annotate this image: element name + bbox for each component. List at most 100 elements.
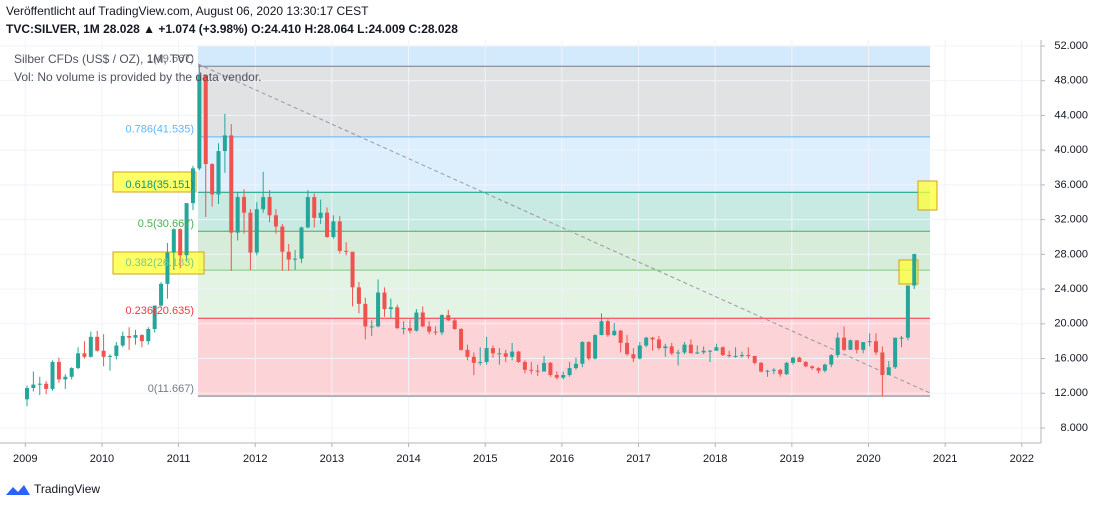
candle-body xyxy=(408,328,412,331)
fib-label: 0(11.667) xyxy=(148,383,194,395)
candle-body xyxy=(912,254,917,286)
y-tick-label: 8.000 xyxy=(1060,422,1088,434)
candle-body xyxy=(586,342,591,359)
candle-body xyxy=(510,351,515,357)
candle-body xyxy=(254,209,259,253)
y-tick-label: 52.000 xyxy=(1054,40,1088,52)
candle-body xyxy=(210,164,215,195)
candle-body xyxy=(899,337,904,339)
y-tick-label: 32.000 xyxy=(1054,214,1088,226)
candle-body xyxy=(771,369,776,371)
candle-body xyxy=(471,356,476,363)
candle-body xyxy=(861,342,866,350)
candle-body xyxy=(439,315,444,333)
x-tick-label: 2015 xyxy=(473,453,497,465)
candle-body xyxy=(139,335,144,342)
candle-body xyxy=(650,337,655,340)
candle-body xyxy=(752,355,757,363)
candle-body xyxy=(318,212,323,218)
candle-body xyxy=(452,320,457,330)
candle-body xyxy=(816,368,821,371)
candle-body xyxy=(337,221,342,251)
candle-body xyxy=(350,251,355,288)
y-tick-label: 12.000 xyxy=(1054,387,1088,399)
candle-body xyxy=(133,335,138,338)
candle-body xyxy=(701,350,706,353)
x-tick-label: 2019 xyxy=(780,453,804,465)
candle-body xyxy=(203,75,208,165)
candle-body xyxy=(305,197,310,228)
candle-body xyxy=(222,135,227,152)
candle-body xyxy=(886,367,891,376)
y-tick-label: 20.000 xyxy=(1054,318,1088,330)
candle-body xyxy=(465,349,470,357)
candle-body xyxy=(261,197,266,210)
candle-body xyxy=(325,212,330,237)
candle-body xyxy=(784,362,789,375)
candle-body xyxy=(778,369,783,375)
y-tick-label: 40.000 xyxy=(1054,144,1088,156)
candle-body xyxy=(893,337,898,368)
brand-text: TradingView xyxy=(34,482,100,496)
candle-body xyxy=(286,251,291,260)
candle-body xyxy=(490,348,495,354)
trend-line xyxy=(197,63,931,394)
candle-body xyxy=(114,345,119,356)
highlight-box xyxy=(112,251,205,275)
x-tick-label: 2009 xyxy=(13,453,37,465)
fib-label: 0.786(41.535) xyxy=(126,124,195,136)
candle-body xyxy=(184,203,189,256)
candle-body xyxy=(644,337,649,346)
y-tick-label: 24.000 xyxy=(1054,283,1088,295)
highlight-box xyxy=(112,171,197,193)
candle-body xyxy=(854,340,859,350)
plot-area xyxy=(0,40,1045,447)
candle-body xyxy=(50,362,55,389)
candle-body xyxy=(37,383,42,385)
candle-body xyxy=(739,355,744,357)
x-tick-label: 2011 xyxy=(167,453,191,465)
candle-body xyxy=(842,337,847,350)
candle-body xyxy=(171,229,176,253)
candle-body xyxy=(625,342,630,355)
fib-label: 1(49.667) xyxy=(147,53,194,65)
candle-body xyxy=(829,355,834,365)
x-tick-label: 2016 xyxy=(550,453,574,465)
candle-body xyxy=(101,350,106,357)
candle-body xyxy=(797,357,802,363)
candle-body xyxy=(848,340,853,350)
candle-body xyxy=(299,227,304,259)
candle-body xyxy=(733,355,738,357)
candle-body xyxy=(267,197,272,216)
x-tick-label: 2021 xyxy=(933,453,957,465)
fib-label: 0.382(26.183) xyxy=(126,257,195,269)
candle-body xyxy=(82,353,87,357)
candle-body xyxy=(497,353,502,355)
candle-body xyxy=(478,362,483,364)
fib-label: 0.618(35.151) xyxy=(126,179,195,191)
y-tick-label: 44.000 xyxy=(1054,109,1088,121)
y-tick-label: 48.000 xyxy=(1054,75,1088,87)
fib-band xyxy=(198,231,930,271)
candle-body xyxy=(669,346,674,354)
candle-body xyxy=(273,215,278,227)
candle-body xyxy=(344,250,349,252)
x-tick-label: 2013 xyxy=(320,453,344,465)
candle-body xyxy=(56,362,61,380)
fib-band xyxy=(198,136,930,193)
candle-body xyxy=(95,336,100,351)
highlight-box xyxy=(917,180,938,211)
candle-body xyxy=(280,226,285,252)
candle-body xyxy=(312,197,317,218)
y-tick-label: 16.000 xyxy=(1054,352,1088,364)
candle-body xyxy=(146,329,151,342)
overlay: 8.000 12.000 16.000 20.000 24.000 28.000 32.00… xyxy=(13,40,1088,465)
candle-body xyxy=(356,287,361,304)
candle-body xyxy=(369,326,374,328)
candle-body xyxy=(459,329,464,350)
candle-body xyxy=(580,342,585,364)
candle-body xyxy=(663,346,668,349)
candle-body xyxy=(248,212,253,253)
candle-body xyxy=(561,375,566,378)
brand-logo xyxy=(6,485,30,495)
